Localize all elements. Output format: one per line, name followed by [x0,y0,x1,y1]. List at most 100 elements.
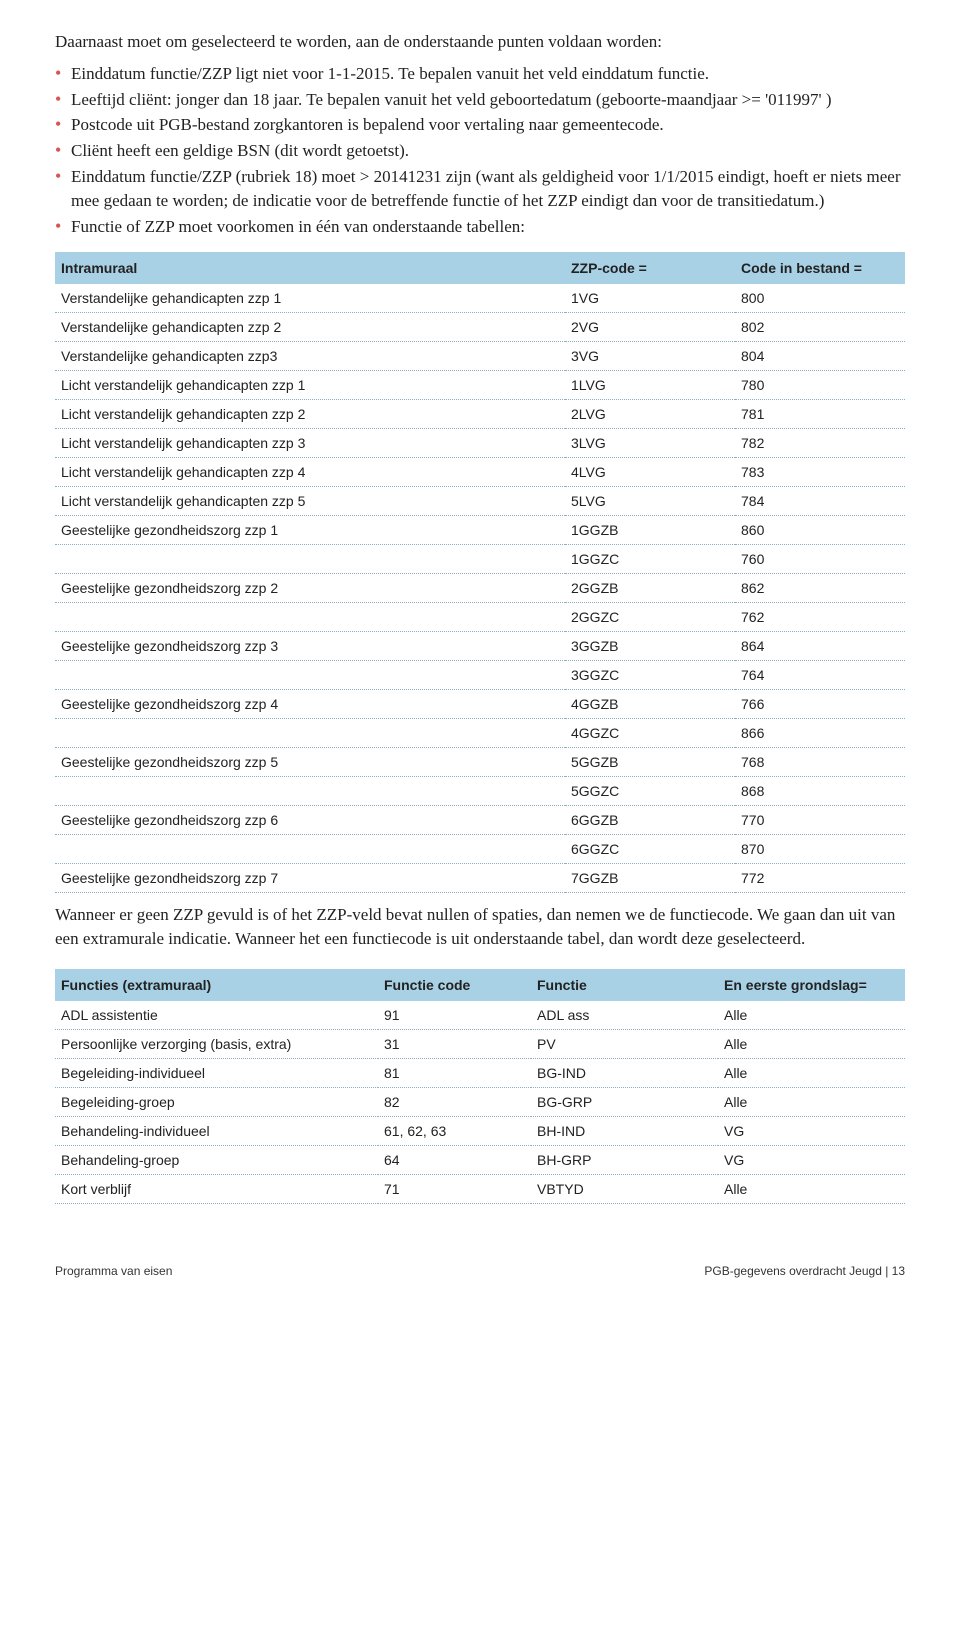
table-cell: Geestelijke gezondheidszorg zzp 6 [55,806,565,835]
table-cell: Geestelijke gezondheidszorg zzp 3 [55,632,565,661]
table-row: Geestelijke gezondheidszorg zzp 22GGZB86… [55,574,905,603]
table-cell: Alle [718,1029,905,1058]
table-cell [55,719,565,748]
table-cell: 6GGZB [565,806,735,835]
table-cell: Behandeling-groep [55,1145,378,1174]
table-header: ZZP-code = [565,252,735,284]
table-cell: Alle [718,1001,905,1030]
table-cell: 4GGZB [565,690,735,719]
table-cell: 61, 62, 63 [378,1116,531,1145]
table-cell: Geestelijke gezondheidszorg zzp 5 [55,748,565,777]
table-cell: Begeleiding-groep [55,1087,378,1116]
table-cell: BG-GRP [531,1087,718,1116]
table-cell: 1GGZB [565,516,735,545]
table-row: Licht verstandelijk gehandicapten zzp 44… [55,458,905,487]
table-cell: Kort verblijf [55,1174,378,1203]
table-cell: 81 [378,1058,531,1087]
table-row: Licht verstandelijk gehandicapten zzp 33… [55,429,905,458]
table-cell: Geestelijke gezondheidszorg zzp 2 [55,574,565,603]
intro-text: Daarnaast moet om geselecteerd te worden… [55,30,905,54]
table-extramuraal: Functies (extramuraal)Functie codeFuncti… [55,969,905,1204]
table-row: 2GGZC762 [55,603,905,632]
table-cell [55,661,565,690]
table-cell: 1GGZC [565,545,735,574]
criteria-item: Einddatum functie/ZZP (rubriek 18) moet … [55,165,905,213]
table-cell: 4LVG [565,458,735,487]
table-cell: Licht verstandelijk gehandicapten zzp 1 [55,371,565,400]
table-cell: VBTYD [531,1174,718,1203]
page-footer: Programma van eisen PGB-gegevens overdra… [55,1264,905,1278]
table-row: Licht verstandelijk gehandicapten zzp 11… [55,371,905,400]
table-cell: 1VG [565,284,735,313]
table-intramuraal: IntramuraalZZP-code =Code in bestand = V… [55,252,905,893]
table-cell: 770 [735,806,905,835]
table-cell: 766 [735,690,905,719]
table-cell: Verstandelijke gehandicapten zzp3 [55,342,565,371]
table-cell: BG-IND [531,1058,718,1087]
table-cell: 5GGZC [565,777,735,806]
table-header: Functie code [378,969,531,1001]
table-header: En eerste grondslag= [718,969,905,1001]
table-row: 4GGZC866 [55,719,905,748]
table-cell: 6GGZC [565,835,735,864]
table-cell: 760 [735,545,905,574]
footer-right: PGB-gegevens overdracht Jeugd | 13 [704,1264,905,1278]
table-cell: 82 [378,1087,531,1116]
table-row: Behandeling-groep64BH-GRPVG [55,1145,905,1174]
table-row: Begeleiding-groep82BG-GRPAlle [55,1087,905,1116]
table-cell: 91 [378,1001,531,1030]
table-cell: 3VG [565,342,735,371]
table-cell: Alle [718,1087,905,1116]
table-cell: 780 [735,371,905,400]
table-cell: 5LVG [565,487,735,516]
table-row: 5GGZC868 [55,777,905,806]
table-cell: 802 [735,313,905,342]
table-row: Verstandelijke gehandicapten zzp33VG804 [55,342,905,371]
table-row: Geestelijke gezondheidszorg zzp 11GGZB86… [55,516,905,545]
table-row: Geestelijke gezondheidszorg zzp 55GGZB76… [55,748,905,777]
table-cell: BH-IND [531,1116,718,1145]
criteria-list: Einddatum functie/ZZP ligt niet voor 1-1… [55,62,905,239]
table-cell: 762 [735,603,905,632]
footer-left: Programma van eisen [55,1264,172,1278]
table-cell [55,603,565,632]
table-row: Geestelijke gezondheidszorg zzp 33GGZB86… [55,632,905,661]
table-cell: 5GGZB [565,748,735,777]
table-cell: 868 [735,777,905,806]
table-row: Licht verstandelijk gehandicapten zzp 55… [55,487,905,516]
table-row: Persoonlijke verzorging (basis, extra)31… [55,1029,905,1058]
table-cell: 782 [735,429,905,458]
table-cell: 31 [378,1029,531,1058]
table-cell: 3GGZB [565,632,735,661]
table-cell: 71 [378,1174,531,1203]
table-cell: 3LVG [565,429,735,458]
table-cell: 2VG [565,313,735,342]
table-cell: 2GGZB [565,574,735,603]
table-cell: 772 [735,864,905,893]
criteria-item: Einddatum functie/ZZP ligt niet voor 1-1… [55,62,905,86]
table-cell: Alle [718,1058,905,1087]
table-cell: 860 [735,516,905,545]
table-cell: Behandeling-individueel [55,1116,378,1145]
table-cell: 764 [735,661,905,690]
table-cell: ADL ass [531,1001,718,1030]
table-cell: Licht verstandelijk gehandicapten zzp 2 [55,400,565,429]
mid-paragraph: Wanneer er geen ZZP gevuld is of het ZZP… [55,903,905,951]
table-cell: BH-GRP [531,1145,718,1174]
table-row: Begeleiding-individueel81BG-INDAlle [55,1058,905,1087]
table-cell: Persoonlijke verzorging (basis, extra) [55,1029,378,1058]
table-cell: 800 [735,284,905,313]
table-cell: 1LVG [565,371,735,400]
table-cell [55,777,565,806]
table-row: Licht verstandelijk gehandicapten zzp 22… [55,400,905,429]
table-cell: Begeleiding-individueel [55,1058,378,1087]
criteria-item: Functie of ZZP moet voorkomen in één van… [55,215,905,239]
criteria-item: Postcode uit PGB-bestand zorgkantoren is… [55,113,905,137]
table-cell: Geestelijke gezondheidszorg zzp 7 [55,864,565,893]
table-cell: Licht verstandelijk gehandicapten zzp 4 [55,458,565,487]
table-cell [55,545,565,574]
table-cell: PV [531,1029,718,1058]
table-row: Kort verblijf71VBTYDAlle [55,1174,905,1203]
table-row: Geestelijke gezondheidszorg zzp 44GGZB76… [55,690,905,719]
table-cell: 3GGZC [565,661,735,690]
